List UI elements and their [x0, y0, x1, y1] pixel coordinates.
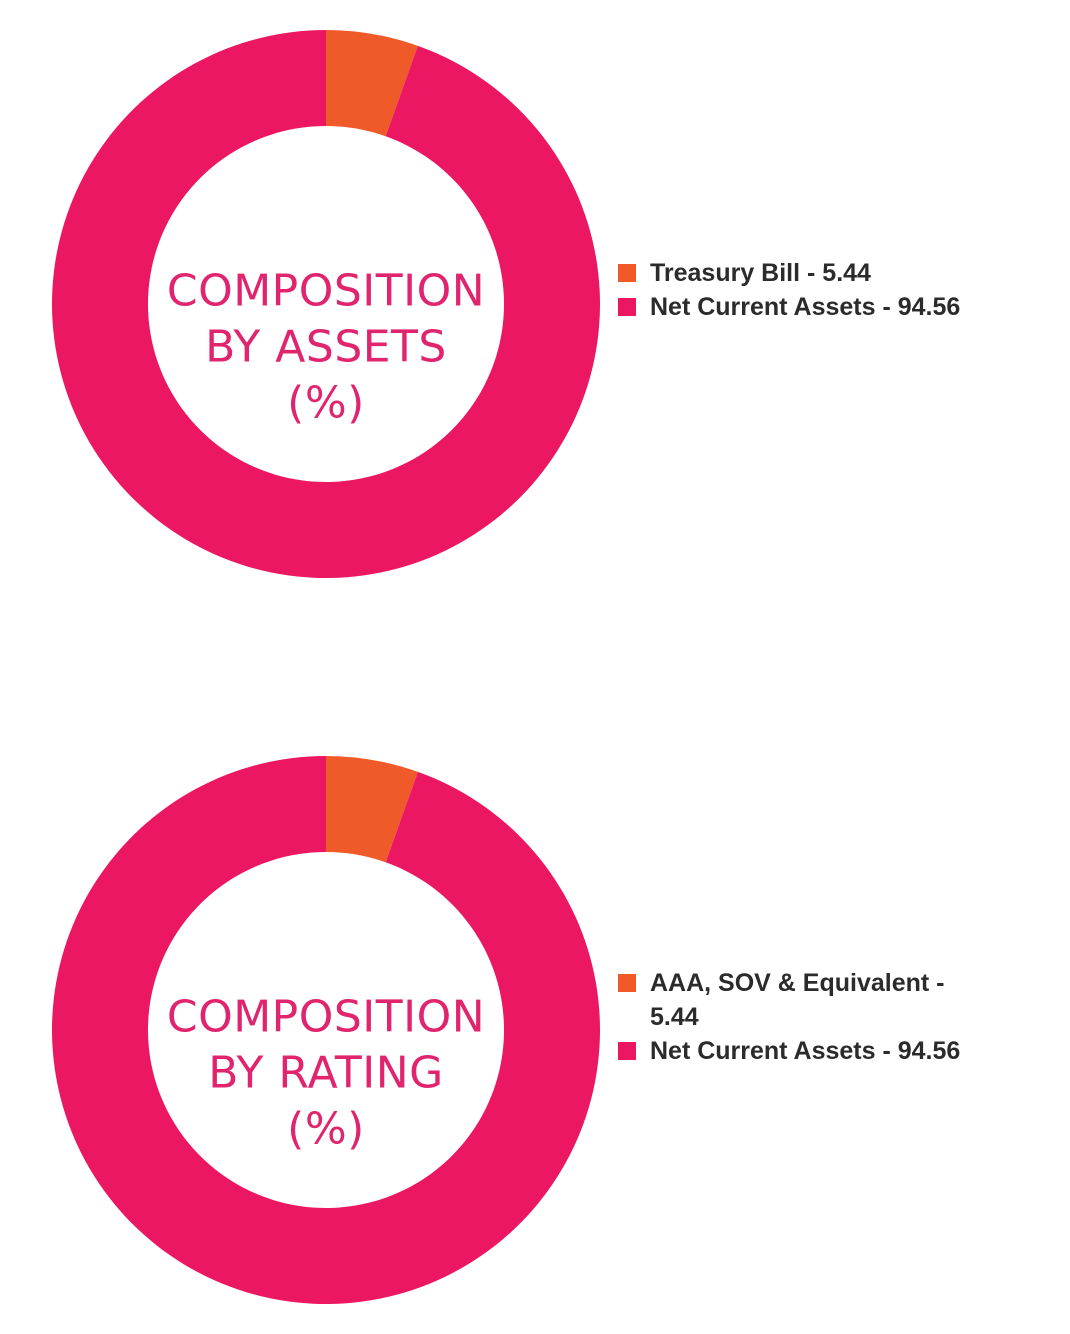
- donut-slice-net-current-assets: [51, 30, 600, 579]
- rating-composition-chart: COMPOSITION BY RATING (%) AAA, SOV & Equ…: [0, 754, 1070, 1314]
- legend-swatch-net-current-assets-rating: [618, 1042, 636, 1060]
- legend-swatch-aaa-sov-equivalent: [618, 974, 636, 992]
- donut-slice-net-current-assets: [51, 756, 600, 1304]
- legend-label-net-current-assets-rating: Net Current Assets - 94.56: [650, 1037, 961, 1065]
- rating-donut: [51, 756, 600, 1304]
- rating-title-line-3: (%): [287, 1103, 365, 1155]
- assets-title-line-3: (%): [287, 377, 365, 429]
- legend-label-net-current-assets: Net Current Assets - 94.56: [650, 293, 961, 321]
- assets-title-line-1: COMPOSITION: [166, 265, 486, 317]
- legend-item-aaa-sov-equivalent: AAA, SOV & Equivalent - 5.44: [618, 966, 988, 1034]
- assets-title-line-2: BY ASSETS: [205, 321, 447, 373]
- legend-swatch-net-current-assets: [618, 298, 636, 316]
- legend-item-treasury-bill: Treasury Bill - 5.44: [618, 256, 1018, 290]
- assets-chart-title: COMPOSITION BY ASSETS (%): [130, 264, 522, 432]
- donut-slice-aaa-sov-equivalent: [326, 756, 418, 863]
- rating-title-line-1: COMPOSITION: [166, 991, 486, 1043]
- legend-label-aaa-sov-equivalent: AAA, SOV & Equivalent - 5.44: [650, 969, 945, 1031]
- assets-donut: [51, 30, 600, 579]
- donut-slice-treasury-bill: [326, 30, 418, 137]
- rating-legend: AAA, SOV & Equivalent - 5.44 Net Current…: [618, 966, 988, 1068]
- legend-item-net-current-assets: Net Current Assets - 94.56: [618, 290, 1018, 324]
- assets-composition-chart: COMPOSITION BY ASSETS (%) Treasury Bill …: [0, 28, 1070, 588]
- legend-item-net-current-assets-rating: Net Current Assets - 94.56: [618, 1034, 988, 1068]
- legend-swatch-treasury-bill: [618, 264, 636, 282]
- assets-legend: Treasury Bill - 5.44 Net Current Assets …: [618, 256, 1018, 324]
- rating-title-line-2: BY RATING: [208, 1047, 444, 1099]
- rating-chart-title: COMPOSITION BY RATING (%): [130, 990, 522, 1158]
- legend-label-treasury-bill: Treasury Bill - 5.44: [650, 259, 871, 287]
